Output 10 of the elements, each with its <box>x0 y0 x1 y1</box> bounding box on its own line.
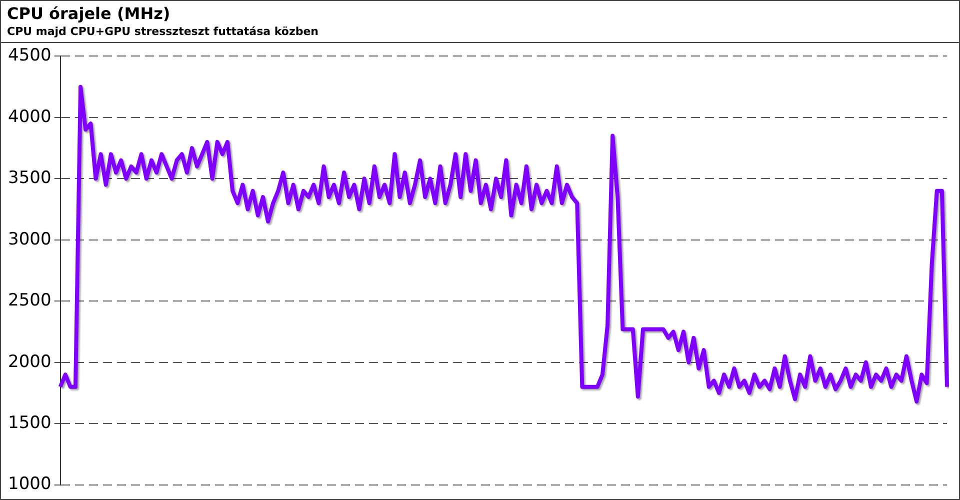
chart-title: CPU órajele (MHz) <box>7 4 172 24</box>
y-tick-label: 1500 <box>8 412 52 433</box>
y-tick-label: 1000 <box>8 474 52 494</box>
chart-subtitle: CPU majd CPU+GPU stresszteszt futtatása közben <box>7 24 320 39</box>
y-tick-label: 4000 <box>8 106 52 127</box>
y-tick-label: 3000 <box>8 229 52 250</box>
y-tick-label: 2000 <box>8 352 52 372</box>
y-tick-label: 2500 <box>8 290 52 311</box>
y-tick-label: 3500 <box>8 168 52 188</box>
y-tick-label: 4500 <box>8 46 52 66</box>
